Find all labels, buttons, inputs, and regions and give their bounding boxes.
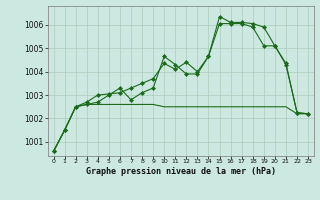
X-axis label: Graphe pression niveau de la mer (hPa): Graphe pression niveau de la mer (hPa) bbox=[86, 167, 276, 176]
